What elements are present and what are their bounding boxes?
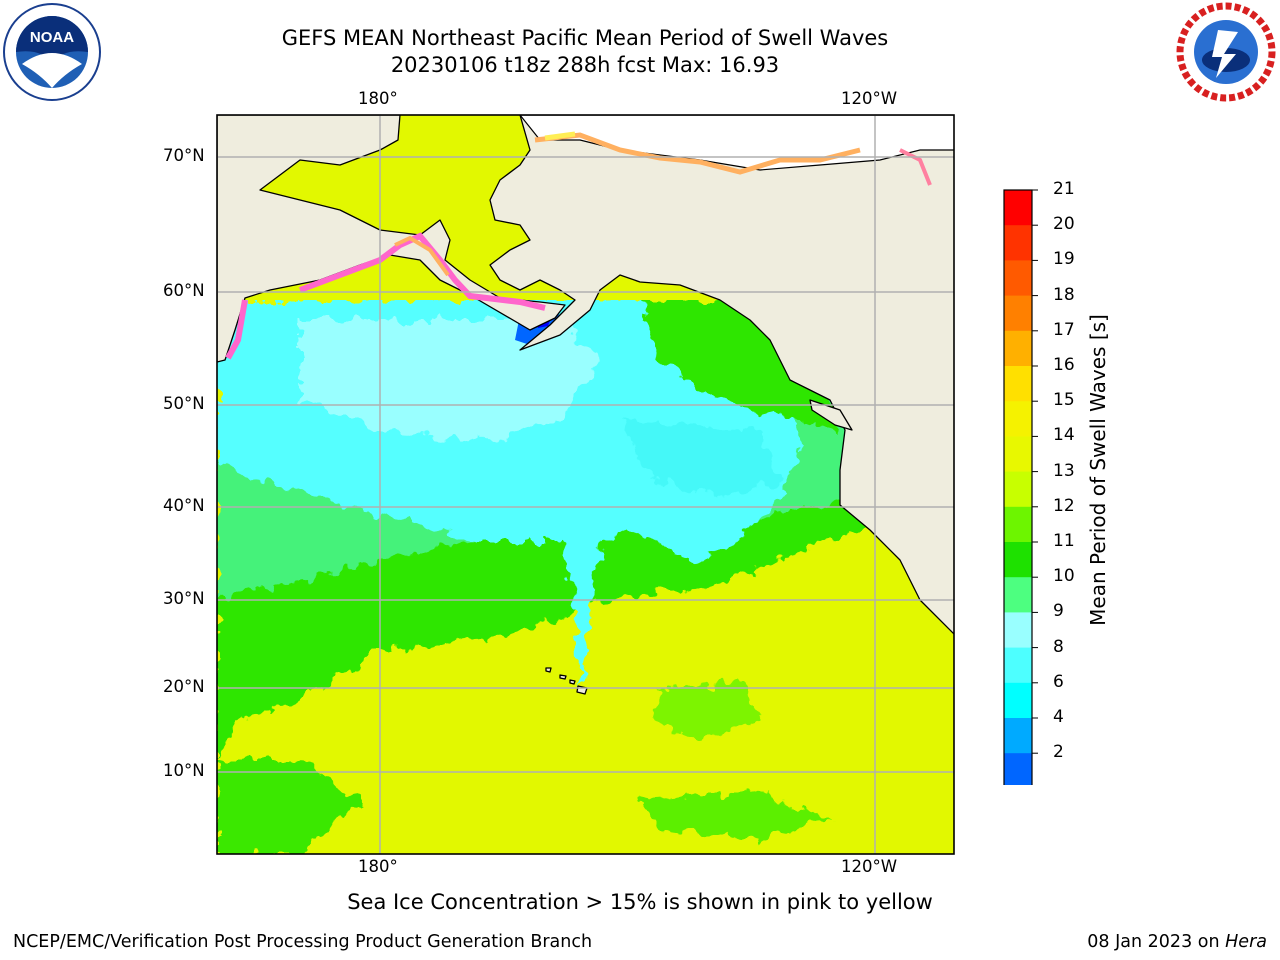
colorbar-bin — [1004, 295, 1032, 332]
footer-date-text: 08 Jan 2023 on — [1087, 932, 1226, 952]
land-vancouver-island — [809, 399, 853, 431]
colorbar-tick-label: 10 — [1053, 566, 1075, 587]
colorbar-bin — [1004, 577, 1032, 613]
graticule — [217, 115, 954, 854]
colorbar-bin — [1004, 682, 1032, 719]
lat-label-30n: 30°N — [163, 589, 205, 608]
colorbar-tick-label: 2 — [1053, 742, 1064, 763]
colorbar-tick-label: 13 — [1053, 460, 1075, 481]
land-alaska-canada — [489, 115, 954, 635]
ocean-field-8-9s — [300, 320, 600, 440]
colorbar-tick-label: 17 — [1053, 319, 1075, 340]
sea-ice — [225, 131, 932, 360]
ocean-field-green-patch — [640, 790, 830, 840]
colorbar-tick-label: 14 — [1053, 425, 1075, 446]
colorbar-bin — [1004, 225, 1032, 261]
colorbar-tick-label: 20 — [1053, 214, 1075, 235]
lon-label-top-180: 180° — [358, 89, 398, 108]
colorbar — [1003, 189, 1038, 785]
lat-label-60n: 60°N — [163, 281, 205, 300]
colorbar-bin — [1004, 718, 1032, 754]
lat-label-70n: 70°N — [163, 146, 205, 165]
colorbar-tick-label: 19 — [1053, 249, 1075, 270]
ocean-field-green-south — [217, 760, 360, 854]
footer-credit: NCEP/EMC/Verification Post Processing Pr… — [13, 932, 593, 952]
ocean-field-green-patch2 — [650, 680, 760, 740]
colorbar-tick-label: 21 — [1053, 179, 1075, 199]
sea-ice-note: Sea Ice Concentration > 15% is shown in … — [347, 890, 933, 914]
colorbar-tick-label: 11 — [1053, 531, 1075, 551]
footer-date: 08 Jan 2023 on Hera — [1087, 932, 1267, 952]
colorbar-bin — [1004, 260, 1032, 297]
colorbar-bin — [1004, 753, 1032, 785]
colorbar-bin — [1004, 647, 1032, 684]
colorbar-bin — [1004, 190, 1032, 226]
colorbar-tick-label: 6 — [1053, 671, 1064, 692]
colorbar-tick-label: 8 — [1053, 636, 1064, 657]
colorbar-label: Mean Period of Swell Waves [s] — [1086, 314, 1110, 626]
colorbar-tick-label: 16 — [1053, 355, 1075, 375]
colorbar-tick-label: 18 — [1053, 284, 1075, 305]
colorbar-frame — [1003, 189, 1033, 785]
lon-label-bottom-180: 180° — [358, 857, 398, 876]
land-hawaii — [576, 685, 588, 695]
colorbar-tick-label: 4 — [1053, 707, 1064, 727]
lon-label-top-120w: 120°W — [841, 89, 898, 108]
national-weather-service-logo — [1176, 2, 1276, 102]
colorbar-bin — [1004, 366, 1032, 402]
colorbar-bin — [1004, 506, 1032, 543]
colorbar-bin — [1004, 330, 1032, 367]
lat-label-10n: 10°N — [163, 761, 205, 780]
ocean-field-cyan-east — [620, 420, 780, 500]
lat-label-50n: 50°N — [163, 394, 205, 413]
lat-label-40n: 40°N — [163, 496, 205, 515]
colorbar-bin — [1004, 542, 1032, 578]
map-frame — [216, 114, 955, 855]
lat-label-20n: 20°N — [163, 677, 205, 696]
noaa-logo: NOAA — [3, 3, 101, 101]
chart-subtitle: 20230106 t18z 288h fcst Max: 16.93 — [390, 53, 780, 77]
colorbar-tick-label: 9 — [1053, 601, 1064, 622]
chart-title: GEFS MEAN Northeast Pacific Mean Period … — [281, 26, 889, 50]
footer-host: Hera — [1225, 932, 1267, 952]
colorbar-tick-label: 15 — [1053, 390, 1075, 411]
colorbar-bin — [1004, 436, 1032, 473]
swell-period-map — [216, 114, 955, 855]
colorbar-tick-label: 12 — [1053, 495, 1075, 516]
colorbar-bin — [1004, 471, 1032, 508]
lon-label-bottom-120w: 120°W — [841, 857, 898, 876]
colorbar-bin — [1004, 612, 1032, 649]
colorbar-bin — [1004, 401, 1032, 437]
noaa-logo-text: NOAA — [30, 29, 74, 46]
